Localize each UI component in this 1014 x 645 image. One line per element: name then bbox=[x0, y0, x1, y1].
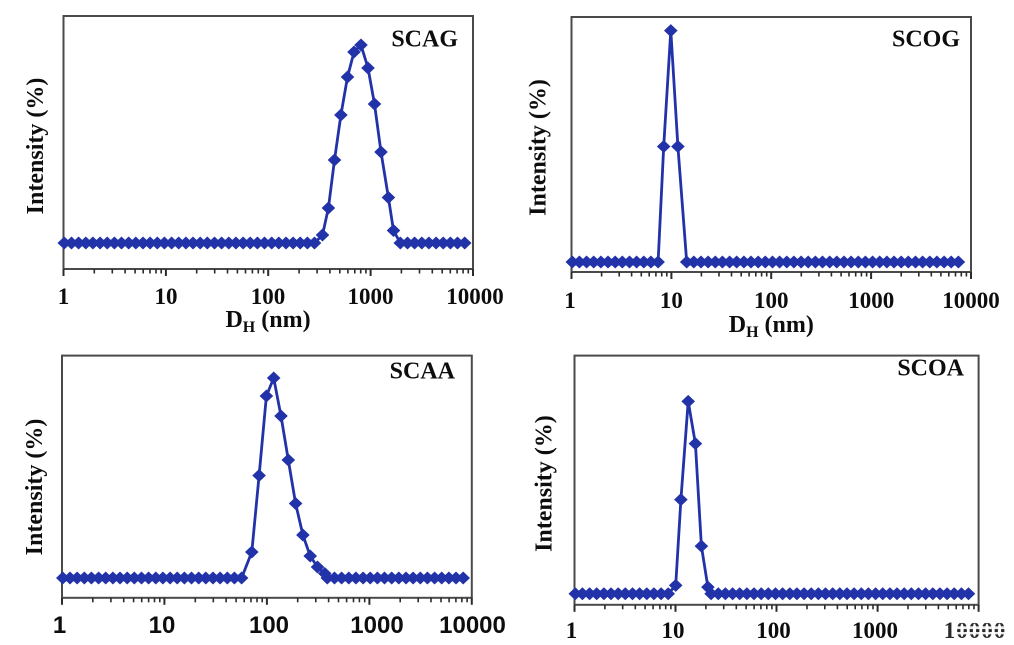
svg-text:Intensity (%): Intensity (%) bbox=[532, 415, 558, 552]
svg-text:DH (nm): DH (nm) bbox=[225, 307, 310, 336]
svg-text:10: 10 bbox=[660, 288, 683, 313]
svg-text:Intensity (%): Intensity (%) bbox=[22, 419, 48, 556]
svg-text:100: 100 bbox=[251, 284, 286, 309]
svg-text:1000: 1000 bbox=[348, 284, 394, 309]
svg-text:1000: 1000 bbox=[852, 618, 898, 643]
svg-text:SCOA: SCOA bbox=[897, 356, 964, 382]
svg-text:1: 1 bbox=[566, 618, 578, 643]
svg-text:10000: 10000 bbox=[942, 288, 1000, 313]
svg-text:SCAG: SCAG bbox=[391, 26, 458, 52]
svg-text:10: 10 bbox=[155, 284, 178, 309]
svg-text:10000: 10000 bbox=[439, 612, 506, 639]
svg-text:Intensity (%): Intensity (%) bbox=[23, 78, 49, 215]
svg-text:1: 1 bbox=[564, 288, 576, 313]
svg-text:100: 100 bbox=[249, 612, 289, 639]
svg-text:SCAA: SCAA bbox=[390, 359, 456, 385]
svg-text:DH (nm): DH (nm) bbox=[729, 312, 814, 341]
svg-text:10: 10 bbox=[662, 618, 685, 643]
svg-text:100: 100 bbox=[754, 288, 789, 313]
svg-text:10: 10 bbox=[149, 612, 176, 639]
svg-text:10000: 10000 bbox=[446, 284, 504, 309]
svg-text:Intensity (%): Intensity (%) bbox=[526, 79, 552, 216]
svg-text:100: 100 bbox=[756, 618, 791, 643]
svg-text:1000: 1000 bbox=[848, 288, 894, 313]
svg-text:1: 1 bbox=[53, 612, 66, 639]
svg-text:1: 1 bbox=[58, 284, 70, 309]
svg-text:SCOG: SCOG bbox=[892, 27, 960, 53]
svg-text:1000: 1000 bbox=[350, 612, 403, 639]
